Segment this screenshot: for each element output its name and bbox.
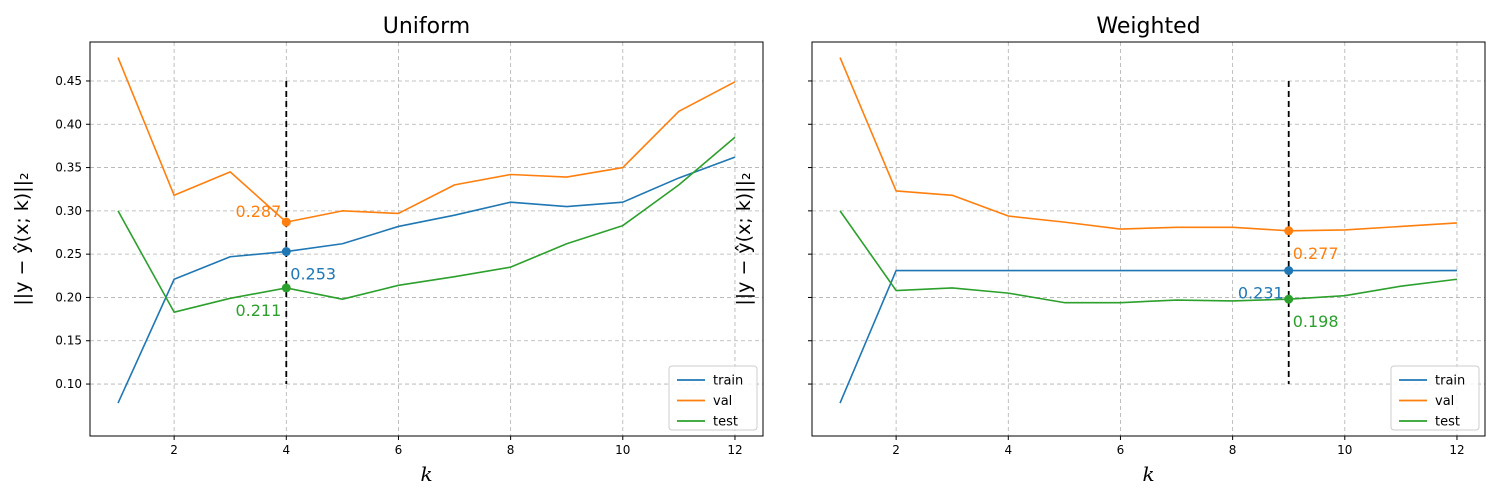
series-line-val (117, 57, 736, 223)
x-tick-label: 10 (1337, 443, 1352, 457)
x-tick-label: 4 (282, 443, 290, 457)
axes-frame (89, 41, 764, 437)
legend-label-train: train (713, 374, 743, 389)
x-tick-label: 12 (727, 443, 742, 457)
highlight-point (1284, 226, 1294, 236)
y-tick-label: 0.40 (55, 117, 82, 131)
highlight-point (281, 217, 291, 227)
x-tick-label: 4 (1004, 443, 1012, 457)
y-tick-label: 0.15 (55, 334, 82, 348)
legend: train val test (1390, 365, 1480, 431)
x-tick-label: 6 (395, 443, 403, 457)
axes-frame (811, 41, 1486, 437)
y-axis-label: ||y − ŷ(x; k)||₂ (733, 172, 755, 305)
chart-title: Uniform (383, 14, 470, 39)
highlight-point (281, 247, 291, 257)
annotation-label: 0.287 (235, 202, 281, 221)
highlight-point (1284, 266, 1294, 276)
legend-label-val: val (713, 394, 732, 409)
annotation-label: 0.231 (1238, 284, 1284, 303)
x-tick-label: 12 (1449, 443, 1464, 457)
y-tick-label: 0.25 (55, 247, 82, 261)
annotation-label: 0.277 (1293, 244, 1339, 263)
legend-label-test: test (1435, 415, 1460, 430)
series-line-train (839, 269, 1457, 404)
annotation-label: 0.211 (235, 301, 281, 320)
x-tick-label: 8 (507, 443, 515, 457)
x-tick-label: 2 (170, 443, 178, 457)
y-axis-label: ||y − ŷ(x; k)||₂ (11, 172, 33, 305)
chart-panel-1: 2 4 6 8 10 12 0.10 0.15 0.20 0.25 0.30 0.35 0.40 0.45… (11, 14, 764, 486)
y-tick-label: 0.20 (55, 290, 82, 304)
chart-panel-2: 2 4 6 8 10 12 Weighted k ||y − ŷ(x; k)||₂ 0.277 0.… (733, 14, 1486, 486)
legend-box (1390, 365, 1480, 431)
y-tick-label: 0.45 (55, 74, 82, 88)
legend-label-train: train (1435, 374, 1465, 389)
x-tick-label: 6 (1117, 443, 1125, 457)
legend-box (668, 365, 758, 431)
y-tick-label: 0.30 (55, 204, 82, 218)
x-tick-label: 2 (892, 443, 900, 457)
series-line-test (117, 136, 736, 313)
chart-title: Weighted (1096, 14, 1200, 39)
legend-label-val: val (1435, 394, 1454, 409)
highlight-point (1284, 294, 1294, 304)
annotation-label: 0.198 (1293, 312, 1339, 331)
x-tick-label: 10 (615, 443, 630, 457)
series-line-test (839, 210, 1458, 304)
series-line-train (117, 156, 736, 404)
highlight-point (281, 283, 291, 293)
legend: train val test (668, 365, 758, 431)
y-tick-label: 0.10 (55, 377, 82, 391)
legend-label-test: test (713, 415, 738, 430)
annotation-label: 0.253 (290, 265, 336, 284)
x-tick-label: 8 (1229, 443, 1237, 457)
series-line-val (839, 57, 1458, 232)
y-tick-label: 0.35 (55, 161, 82, 175)
x-axis-label: k (1142, 462, 1154, 486)
x-axis-label: k (420, 462, 432, 486)
